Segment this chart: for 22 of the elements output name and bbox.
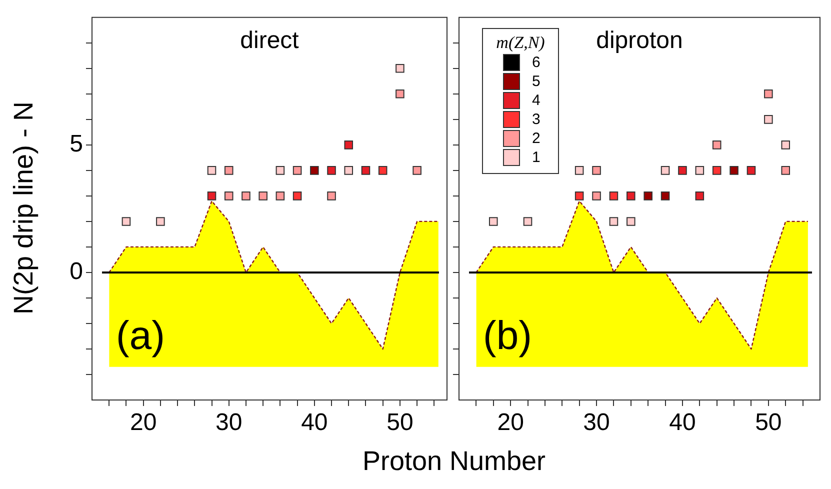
legend-title: m(Z,N) (495, 33, 546, 53)
x-tick-label: 50 (386, 409, 414, 436)
x-tick-label: 40 (669, 409, 696, 436)
annotation: (b) (483, 313, 532, 360)
x-tick-label: 20 (497, 409, 524, 436)
x-tick-label: 40 (301, 409, 328, 436)
legend-label: 1 (532, 149, 540, 166)
legend-label: 3 (532, 111, 540, 128)
legend-label: 6 (532, 54, 540, 71)
y-axis-title: N(2p drip line) - N (8, 101, 40, 315)
chart-title: direct (239, 27, 300, 55)
x-tick-label: 30 (583, 409, 610, 436)
x-tick-label: 50 (755, 409, 782, 436)
annotation: (a) (116, 313, 165, 360)
legend-label: 4 (532, 92, 540, 109)
x-axis-title: Proton Number (361, 446, 547, 477)
x-tick-label: 20 (130, 409, 157, 436)
chart-title: diproton (596, 27, 683, 54)
legend-label: 5 (532, 73, 540, 90)
y-tick-label: 0 (70, 258, 83, 286)
legend-label: 2 (532, 130, 540, 147)
x-tick-label: 30 (216, 409, 242, 436)
